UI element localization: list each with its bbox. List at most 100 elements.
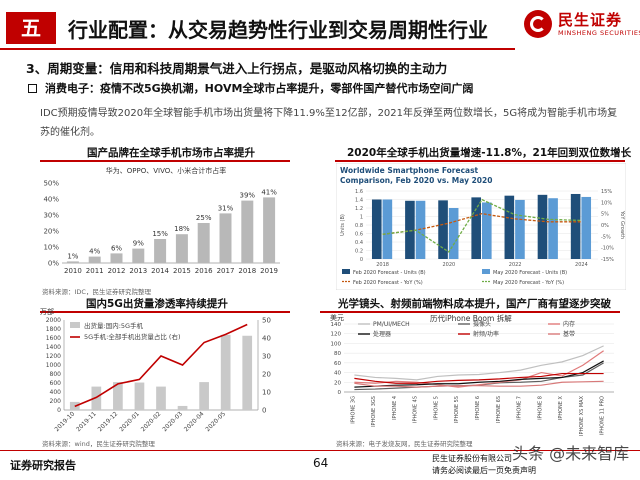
chart4-xtick: IPHONE 11 PRO [600,396,606,435]
chart2-legend-label: May 2020 Forecast - YoY (%) [493,280,564,286]
chart3-bar [113,382,123,410]
chart1-ytick: 10% [43,244,59,252]
chart4-xtick: IPHONE 8 [537,396,543,420]
chart2-ylabel-right: YoY Growth [619,210,625,239]
chart3-legend-swatch [70,322,80,328]
chart2-legend-label: Feb 2020 Forecast - YoY (%) [353,280,423,286]
chart3-bar [177,405,188,410]
chart1-xtick: 2015 [173,267,191,275]
chart2-ytick-left: 0 [360,257,363,263]
chart4-xtick: IPHONE X [558,395,564,420]
chart3-ytick-right: 30 [262,353,271,361]
chart3-ytick-right: 20 [262,371,271,379]
chart3-bar [134,382,145,410]
chart2-ytick-left: 0.6 [355,232,363,238]
chart1-xtick: 2017 [217,267,235,275]
chart2-bar [548,198,558,259]
chart1-data-label: 31% [218,204,234,212]
chart2-bar [415,200,426,259]
company-logo: 民生证券 MINSHENG SECURITIES [522,6,640,46]
square-bullet-icon [28,84,37,93]
chart4-ytick: 60 [334,361,341,367]
chart2-smartphone-forecast: Worldwide Smartphone ForecastComparison,… [336,163,626,290]
chart4-ytick: 100 [331,341,342,347]
chart3-ytick-left: 1000 [46,362,61,369]
chart2-xtick: 2022 [509,262,522,268]
chart4-series-line [354,372,604,384]
section-number-badge: 五 [6,12,56,44]
chart1-data-label: 18% [174,225,190,233]
chart3-share-line [74,323,248,408]
chart3-ytick-left: 2000 [46,317,61,324]
chart4-xtick: IPHONE 4 [392,396,398,420]
chart2-bar [504,195,515,259]
chart4-xtick: IPHONE 7 [517,396,523,420]
chart2-xtick: 2024 [575,262,588,268]
chart1-ytick: 30% [43,212,59,220]
chart4-legend-label: 基带 [563,330,575,338]
chart3-ytick-left: 600 [50,380,62,387]
chart3-bar [220,334,231,410]
chart2-legend-swatch [482,269,490,274]
chart1-bar [110,253,123,263]
chart3-ytick-left: 800 [50,371,62,378]
chart1-bar [132,248,145,263]
chart2-inner-title-1: Worldwide Smartphone Forecast [340,166,479,175]
chart2-ytick-right: 15% [601,189,612,195]
chart1-xtick: 2012 [108,267,126,275]
chart1-ytick: 0% [48,260,59,268]
chart4-ytick: 20 [334,380,341,386]
chart2-bar [570,193,581,259]
chart1-data-label: 6% [111,244,122,252]
chart4-xtick: IPHONE 3GS [371,396,377,427]
chart4-legend-label: 处理器 [373,330,391,338]
footer-report-label: 证券研究报告 [10,459,76,472]
footer-disclaimer: 请务必阅读最后一页免责声明 [432,466,536,475]
chart2-ylabel-left: Units (B) [340,214,346,236]
chart1-bar [219,213,232,263]
chart4-xtick: IPHONE 4S [413,396,419,423]
chart3-ytick-left: 0 [57,407,61,414]
chart3-ytick-right: 10 [262,389,271,397]
chart3-legend-label: 出货量:国内:5G手机 [84,321,144,330]
chart3-bar [199,382,209,410]
chart3-ytick-left: 200 [50,398,62,405]
chart4-ytick: 0 [338,390,342,396]
chart1-ytick: 40% [43,196,59,204]
chart3-ytick-right: 50 [262,317,271,325]
chart1-bar [241,200,254,263]
chart2-ytick-left: 1.6 [355,189,363,195]
chart3-xtick: 2020-05 [204,410,227,433]
chart3-ytick-left: 1800 [46,326,61,333]
chart2-ytick-left: 0.8 [355,223,363,229]
chart4-ytick: 40 [334,371,341,377]
chart2-bar [471,197,481,259]
chart3-bar [242,335,253,410]
chart1-market-share: 华为、OPPO、VIVO、小米合计市占率 0% 10% 20% 30% 40% 50% 1% 2… [43,166,280,275]
chart2-legend-label: Feb 2020 Forecast - Units (B) [353,270,426,276]
chart2-bar [448,208,459,259]
logo-text-en: MINSHENG SECURITIES [558,29,640,37]
chart1-source: 资料来源：IDC，民生证券研究院整理 [42,288,151,296]
chart4-series-line [354,345,604,381]
page-number: 64 [313,456,329,470]
chart1-data-label: 39% [240,192,256,200]
chart4-series-line [354,350,604,388]
chart1-data-label: 9% [133,240,144,248]
chart4-ytick: 140 [331,322,342,328]
chart4-legend-label: 摄像头 [473,320,491,328]
chart3-5g-shipments: 0 200 400 600 800 1000 1200 1400 1600 1800 2000 0 10… [46,317,271,434]
bullet-text: 消费电子：疫情不改5G换机潮，HOVM全球市占率提升，零部件国产替代市场空间广阔 [45,82,474,95]
chart2-bar [515,199,525,259]
chart1-data-label: 15% [152,230,168,238]
chart1-bar [263,197,276,263]
chart3-ytick-right: 40 [262,335,271,343]
chart2-ytick-right: -15% [601,257,614,263]
chart1-xtick: 2013 [129,267,147,275]
chart1-data-label: 4% [89,248,100,256]
chart1-xtick: 2018 [238,267,256,275]
watermark-text: 头条 @未来智库 [512,444,630,463]
chart1-ytick: 20% [43,228,59,236]
chart2-inner-title-2: Comparison, Feb 2020 vs. May 2020 [340,176,492,185]
chart1-title-underline [40,160,290,162]
